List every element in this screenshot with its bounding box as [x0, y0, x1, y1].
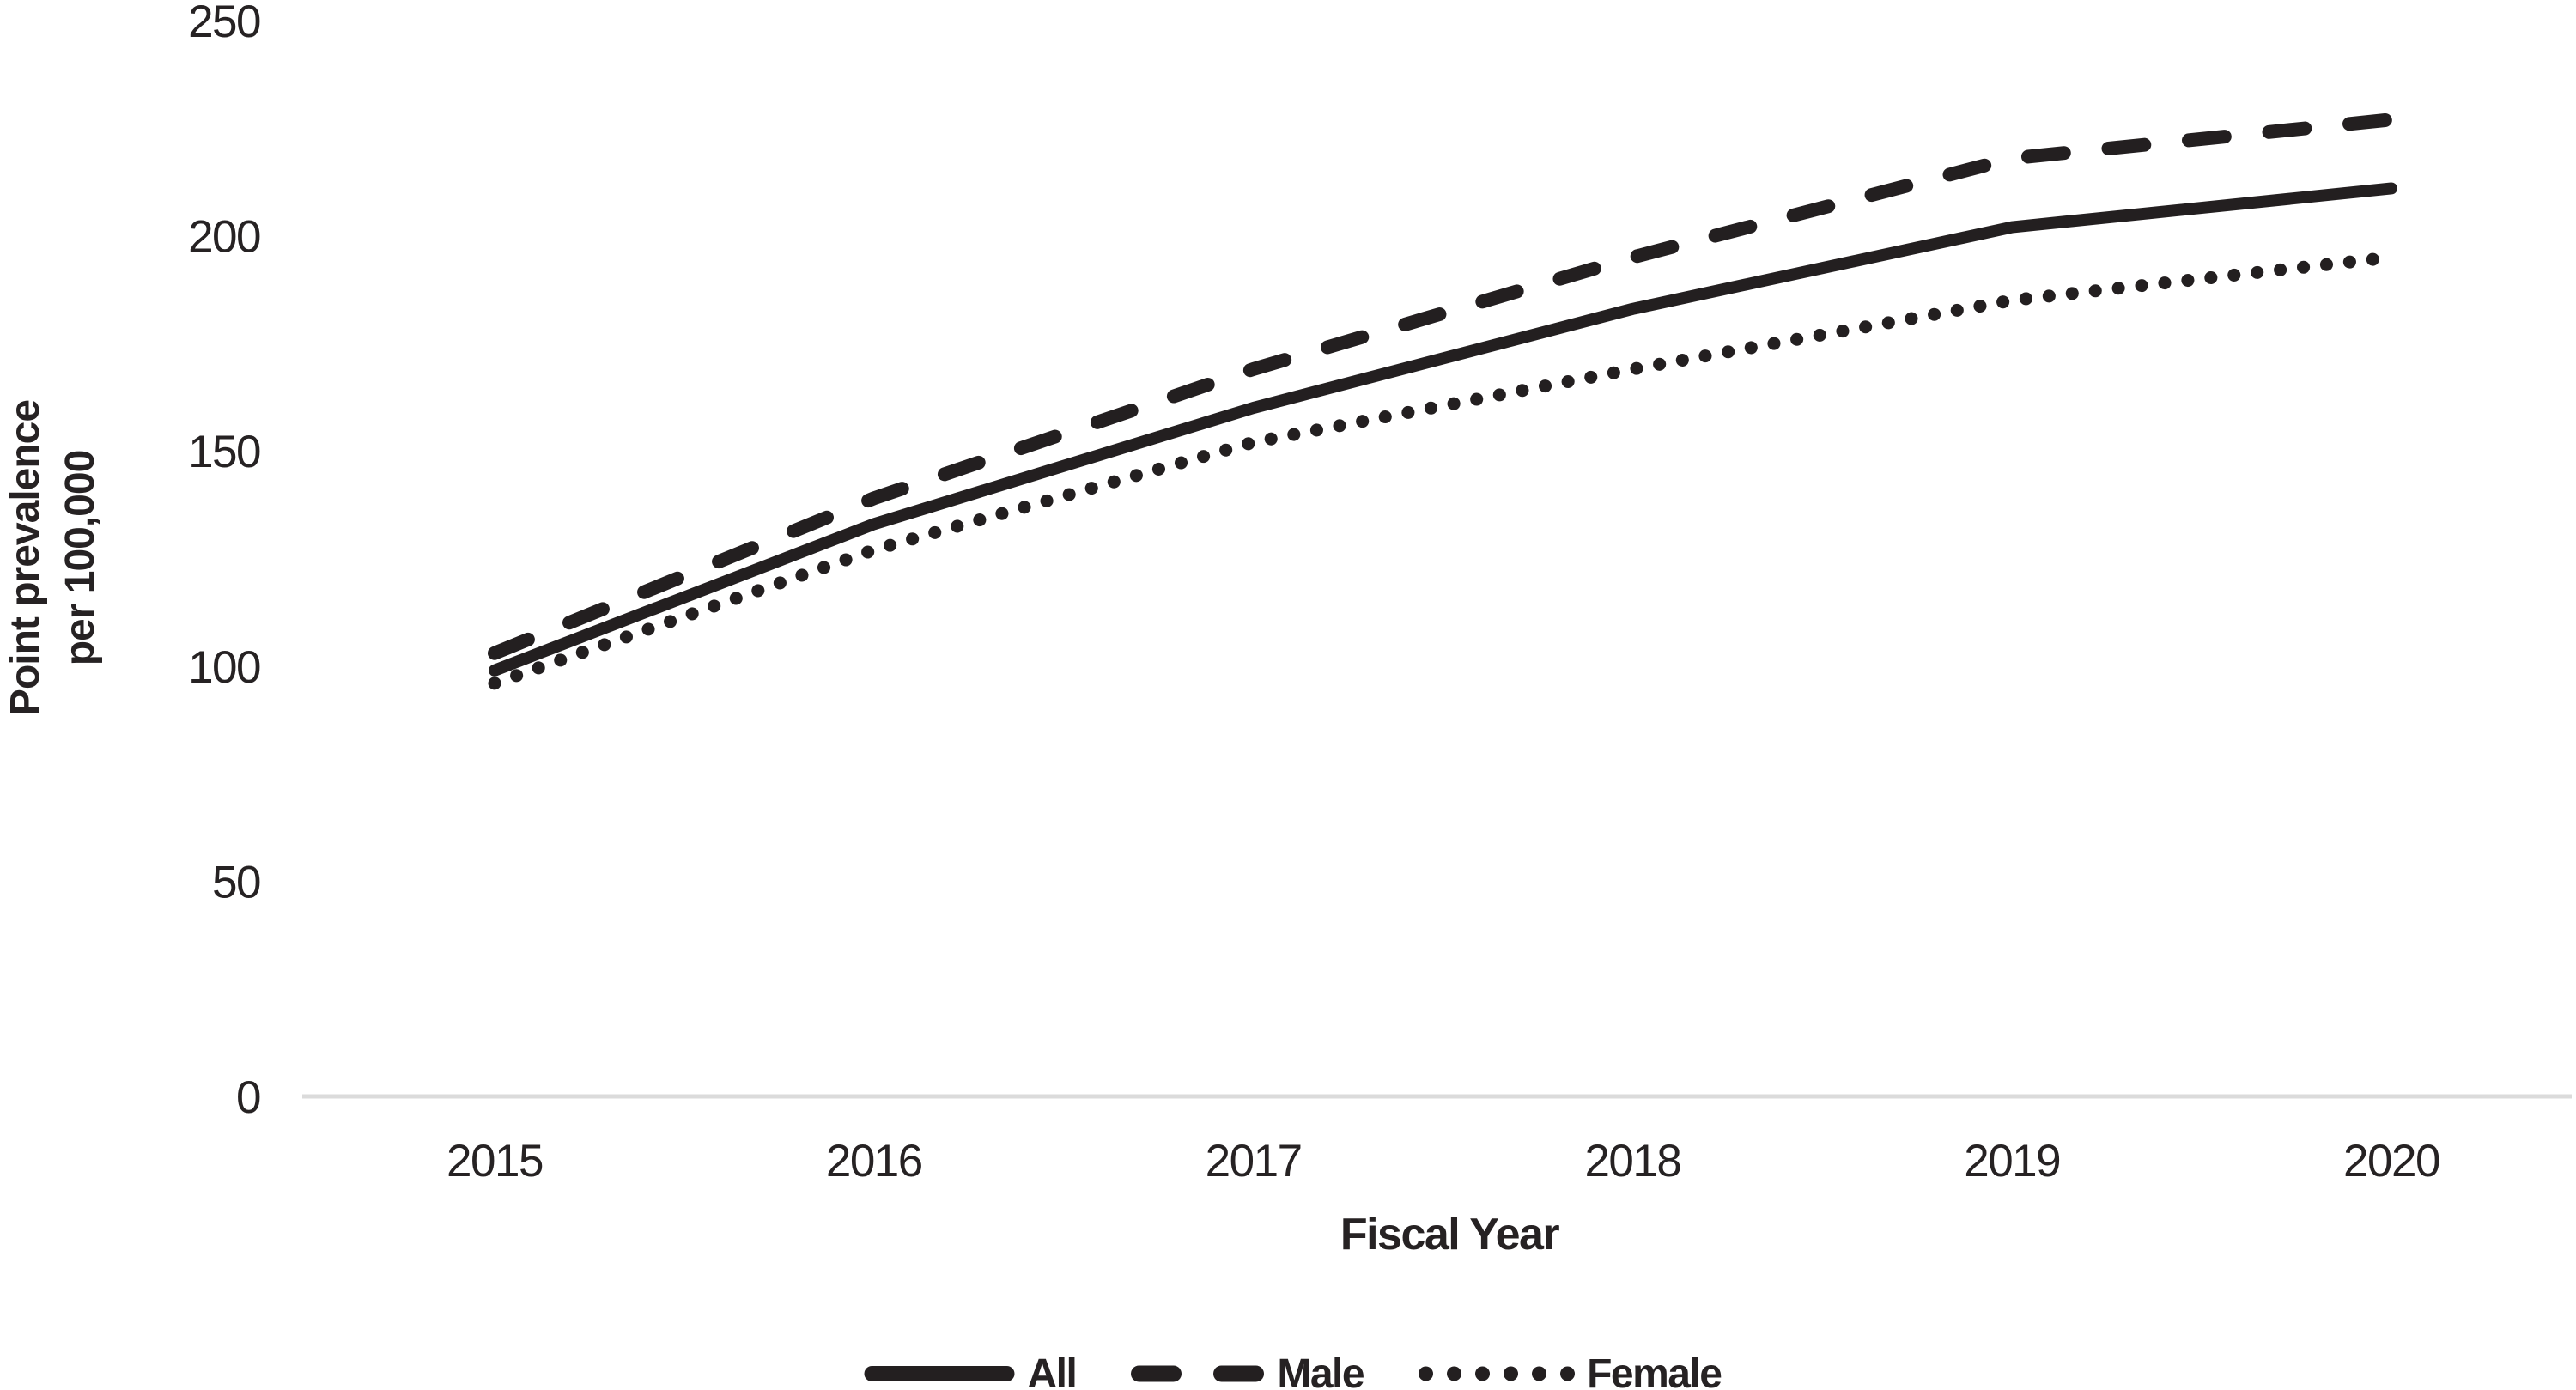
legend-label-all: All	[1027, 1351, 1078, 1390]
x-category-label: 2020	[2343, 1136, 2439, 1187]
legend-label-male: Male	[1277, 1351, 1364, 1390]
series-line-male	[488, 112, 2398, 660]
y-tick-label: 100	[188, 642, 260, 693]
x-category-label: 2016	[826, 1136, 922, 1187]
solid-line-swatch-icon	[864, 1366, 1015, 1381]
dotted-line-swatch-icon	[1418, 1366, 1575, 1381]
x-category-label: 2018	[1584, 1136, 1680, 1187]
y-tick-label: 50	[212, 857, 260, 907]
legend-item-all: All	[864, 1351, 1078, 1390]
legend-item-male: Male	[1129, 1351, 1365, 1390]
dashed-line-swatch-icon	[1130, 1365, 1264, 1382]
legend: All Male Female	[864, 1336, 1722, 1390]
x-category-label: 2015	[447, 1136, 543, 1187]
x-axis-title: Fiscal Year	[1340, 1210, 1560, 1259]
y-axis-title-line2: per 100,000	[58, 450, 103, 666]
legend-item-female: Female	[1417, 1351, 1722, 1390]
y-tick-label: 150	[188, 427, 260, 477]
series-line-female	[488, 251, 2398, 690]
series-line-all	[489, 182, 2397, 677]
y-tick-label: 200	[188, 212, 260, 263]
y-tick-label: 250	[188, 0, 260, 47]
legend-label-female: Female	[1587, 1351, 1722, 1390]
y-axis-title: Point prevalence per 100,000	[0, 400, 108, 716]
x-category-label: 2019	[1964, 1136, 2060, 1187]
y-tick-label: 0	[236, 1072, 260, 1123]
y-axis-title-line1: Point prevalence	[3, 399, 48, 717]
x-category-label: 2017	[1206, 1136, 1302, 1187]
